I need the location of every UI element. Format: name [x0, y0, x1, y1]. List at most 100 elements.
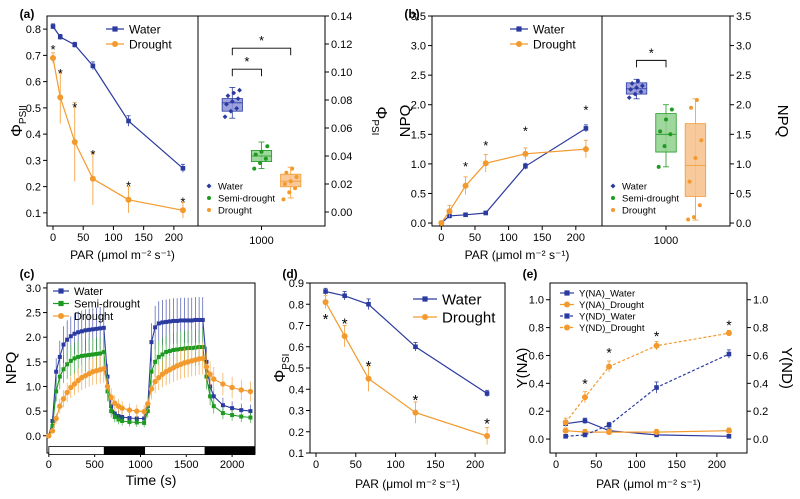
c-point — [142, 416, 147, 421]
c-point — [189, 318, 194, 323]
b-box-point — [629, 81, 635, 86]
c-point — [160, 320, 165, 325]
a-point — [180, 165, 186, 171]
a-point — [89, 175, 96, 182]
d-significance-star: * — [484, 415, 490, 432]
a-y2-tick-label-6: 0.12 — [331, 39, 352, 51]
a-point — [126, 118, 131, 124]
e-legend-marker — [564, 290, 570, 296]
e-point — [606, 422, 612, 428]
a-significance-star: * — [72, 100, 77, 115]
c-point — [109, 409, 114, 414]
a-legend-marker — [112, 41, 118, 47]
d-y-axis-label: ΦPSI — [272, 354, 292, 383]
c-point — [247, 388, 254, 395]
a-y-tick-label-2: 0.3 — [26, 155, 41, 167]
a-box-point — [237, 87, 242, 93]
c-point — [90, 352, 95, 357]
a-box-point — [234, 106, 240, 111]
e-y-tick-label-4: 0.8 — [529, 323, 544, 335]
b-box-point — [632, 91, 638, 97]
c-point — [164, 319, 169, 324]
d-y-tick-label-6: 0.7 — [289, 321, 304, 333]
e-legend-label-1: Y(NA)_Drought — [579, 300, 644, 311]
b-box-point — [656, 164, 661, 169]
a-box-point — [284, 170, 289, 175]
c-point — [64, 389, 70, 396]
e-x-tick-label-3: 150 — [667, 459, 685, 471]
b-box-legend-label-1: Semi-drought — [622, 194, 679, 205]
d-legend-marker — [422, 314, 428, 320]
d-x-tick-label-0: 0 — [313, 459, 319, 471]
e-point — [581, 394, 588, 401]
b-box-point — [628, 86, 634, 92]
c-legend-label-0: Water — [74, 286, 103, 298]
a-box-point — [265, 144, 270, 149]
b-box-legend-marker — [611, 196, 615, 200]
c-point — [54, 389, 59, 394]
a-box-point — [281, 197, 286, 202]
d-significance-star: * — [323, 311, 329, 328]
c-point — [171, 318, 176, 323]
c-x-tick-label-3: 1500 — [174, 459, 198, 471]
c-point — [79, 353, 84, 358]
c-point — [126, 407, 133, 413]
b-y-tick-label-7: 3.5 — [411, 11, 426, 23]
d-y-tick-label-4: 0.5 — [289, 363, 304, 375]
e-point — [563, 433, 568, 439]
a-significance-star: * — [50, 42, 55, 57]
a-y-tick-label-7: 0.8 — [26, 24, 41, 36]
a-significance-star: * — [90, 147, 95, 162]
plot-frame — [46, 15, 326, 227]
b-box-legend-marker — [611, 208, 615, 212]
e-y2-axis-label: Y(ND) — [778, 347, 795, 389]
plot-frame — [431, 15, 731, 227]
c-panel-label: (c) — [20, 267, 35, 281]
e-point — [725, 427, 732, 434]
c-point — [134, 408, 140, 414]
b-y2-tick-label-1: 0.5 — [736, 188, 751, 200]
c-point — [101, 366, 107, 372]
c-point — [178, 347, 183, 352]
d-y-tick-label-3: 0.4 — [289, 384, 304, 396]
d-point — [322, 299, 329, 306]
c-point — [175, 318, 180, 323]
c-point — [167, 349, 172, 353]
e-point — [562, 419, 569, 426]
b-x-tick-label-0: 0 — [438, 232, 444, 244]
c-point — [119, 405, 125, 411]
c-point — [65, 362, 70, 367]
c-point — [239, 414, 244, 419]
a-box-point — [293, 186, 298, 191]
b-box-point — [626, 95, 632, 101]
a-box-point — [287, 190, 292, 195]
a-point — [125, 196, 132, 203]
b-box-point — [664, 117, 668, 122]
c-point — [148, 386, 155, 392]
d-panel-label: (d) — [282, 267, 297, 281]
c-point — [116, 417, 121, 422]
a-box-point — [225, 93, 231, 99]
c-point — [141, 408, 147, 415]
c-point — [197, 317, 202, 322]
b-significance-star: * — [463, 159, 468, 174]
c-series-line — [48, 346, 251, 436]
a-box-point — [288, 179, 293, 184]
c-point — [142, 420, 147, 425]
e-series-line — [565, 332, 730, 423]
c-point — [211, 404, 216, 409]
d-x-tick-label-2: 100 — [386, 459, 404, 471]
e-point — [562, 427, 569, 434]
b-y-tick-label-5: 2.5 — [411, 70, 426, 82]
c-point — [207, 371, 213, 377]
c-point — [178, 318, 183, 323]
a-y2-tick-label-3: 0.06 — [331, 123, 352, 135]
e-series-line — [565, 420, 729, 437]
d-y-tick-label-2: 0.3 — [289, 406, 304, 418]
a-y-tick-label-4: 0.5 — [26, 103, 41, 115]
d-x-tick-label-3: 150 — [426, 459, 444, 471]
c-legend-marker — [58, 288, 64, 294]
c-x-tick-label-2: 1000 — [128, 459, 152, 471]
a-y2-tick-label-0: 0.00 — [331, 207, 352, 219]
